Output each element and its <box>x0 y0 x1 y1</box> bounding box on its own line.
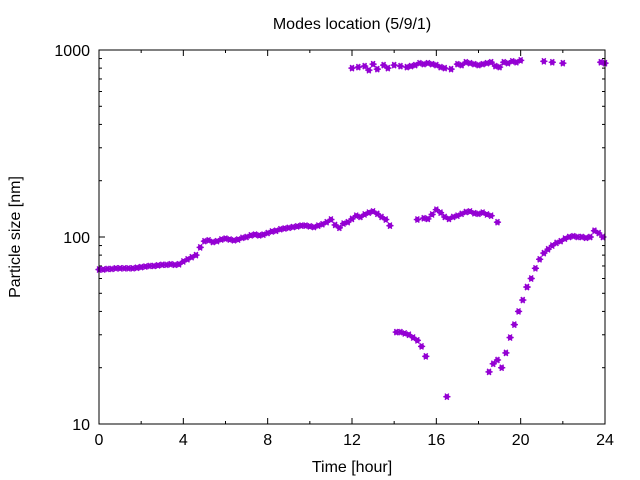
data-point <box>384 64 392 72</box>
data-point <box>390 61 398 69</box>
data-point <box>441 64 449 72</box>
data-point <box>150 262 158 270</box>
x-tick-label: 12 <box>343 432 361 449</box>
data-point <box>540 57 548 65</box>
data-point <box>436 63 445 71</box>
data-point <box>523 283 531 291</box>
data-point <box>331 221 339 229</box>
data-point <box>327 216 335 223</box>
data-point <box>335 224 343 232</box>
data-point <box>498 364 506 372</box>
data-point <box>428 210 436 218</box>
data-point <box>506 334 514 341</box>
data-point <box>365 66 373 74</box>
data-point <box>348 215 356 223</box>
data-point <box>493 356 502 364</box>
data-point <box>493 218 502 226</box>
axes: 0 4 8 12 16 20 24 10 100 1000 <box>54 43 614 449</box>
data-point <box>595 229 603 237</box>
data-point <box>112 264 120 272</box>
data-point <box>586 233 594 241</box>
data-point <box>344 218 352 226</box>
data-point <box>514 307 523 315</box>
data-point <box>196 243 204 251</box>
data-point <box>489 360 497 368</box>
data-point <box>382 216 390 223</box>
data-point <box>175 260 183 268</box>
y-tick-label: 10 <box>72 417 90 434</box>
chart-title: Modes location (5/9/1) <box>273 16 431 33</box>
y-tick-label: 100 <box>63 230 90 247</box>
data-point <box>205 236 213 244</box>
x-tick-label: 8 <box>263 432 272 449</box>
x-tick-label: 20 <box>512 432 530 449</box>
data-point <box>289 223 297 231</box>
data-point <box>396 62 405 70</box>
data-point <box>599 233 607 241</box>
data-point <box>519 296 527 304</box>
data-point <box>483 210 491 218</box>
data-point <box>413 216 421 223</box>
x-tick-label: 0 <box>95 432 104 449</box>
data-point <box>129 264 137 272</box>
data-point <box>502 349 510 357</box>
data-point <box>527 275 535 282</box>
x-tick-label: 24 <box>596 432 614 449</box>
data-point <box>485 368 493 376</box>
y-axis-label: Particle size [nm] <box>7 176 24 298</box>
data-point <box>436 209 445 217</box>
y-tick-label: 1000 <box>54 43 90 60</box>
data-point <box>137 263 145 271</box>
data-point <box>510 321 518 329</box>
data-point <box>559 59 567 67</box>
data-point <box>443 393 451 401</box>
plot-frame <box>98 49 606 425</box>
data-point <box>447 65 455 73</box>
data-point <box>531 264 540 272</box>
x-axis-label: Time [hour] <box>312 459 392 476</box>
data-point <box>487 212 495 220</box>
data-point <box>141 263 149 271</box>
data-point <box>108 265 116 273</box>
data-point <box>192 251 200 259</box>
data-point <box>103 265 112 273</box>
data-point <box>348 64 356 72</box>
data-point <box>417 342 426 350</box>
data-point <box>548 58 556 66</box>
x-tick-label: 16 <box>427 432 445 449</box>
data-point <box>361 62 369 70</box>
data-point <box>487 58 495 66</box>
data-point <box>373 210 381 218</box>
data-point <box>540 249 548 257</box>
data-point <box>536 255 544 263</box>
data-point <box>380 61 388 69</box>
data-point <box>354 63 362 71</box>
data-point <box>424 215 432 223</box>
data-points <box>95 56 609 401</box>
data-point <box>318 220 327 228</box>
x-tick-label: 4 <box>179 432 188 449</box>
data-point <box>413 336 421 344</box>
data-point <box>373 65 381 73</box>
data-point <box>386 222 394 230</box>
data-point <box>369 60 377 68</box>
data-point <box>422 352 430 360</box>
data-point <box>517 56 525 64</box>
data-point <box>544 245 552 253</box>
data-point <box>495 63 504 71</box>
